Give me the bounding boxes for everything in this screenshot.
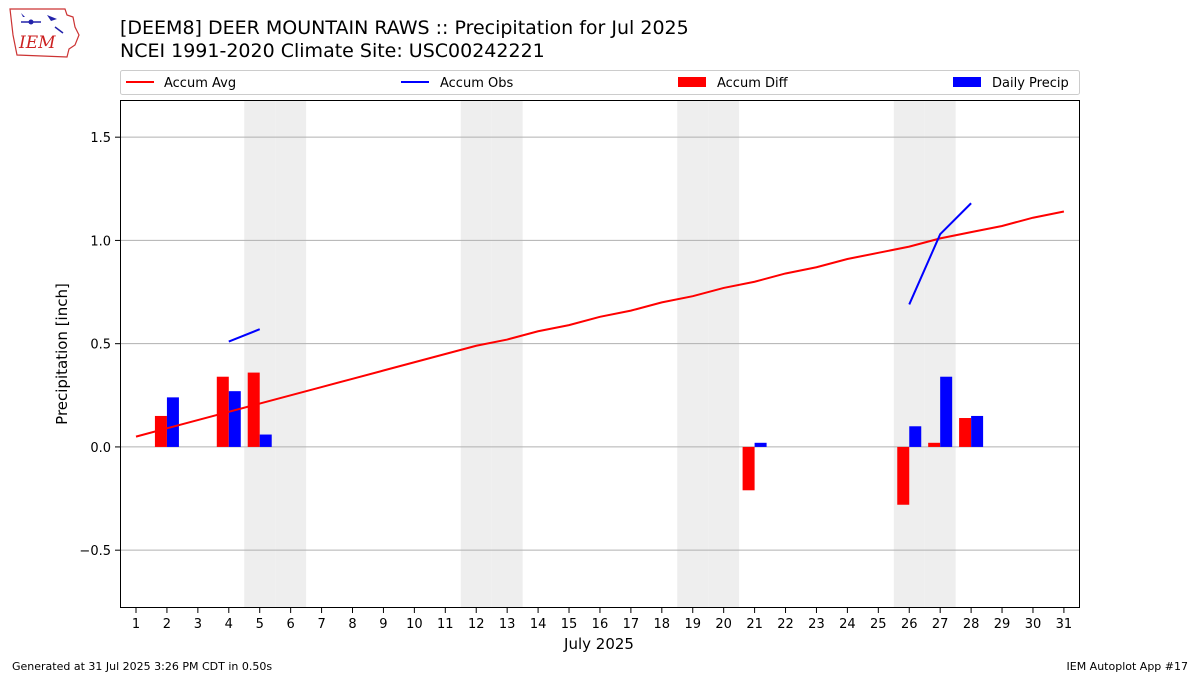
x-tick-label-14: 14 [530, 617, 547, 632]
x-tick-label-4: 4 [225, 617, 233, 632]
weekend-shading [244, 100, 956, 608]
legend-label-accum-avg: Accum Avg [164, 76, 236, 91]
weekend-band-13 [491, 100, 523, 608]
bar-daily-precip-day-5 [259, 434, 272, 447]
y-axis-label: Precipitation [inch] [53, 283, 71, 425]
bar-daily-precip-day-4 [228, 391, 241, 447]
chart-subtitle: NCEI 1991-2020 Climate Site: USC00242221 [120, 40, 545, 62]
x-tick-label-26: 26 [901, 617, 918, 632]
x-tick-label-30: 30 [1025, 617, 1042, 632]
x-tick-label-31: 31 [1056, 617, 1073, 632]
weekend-band-19 [677, 100, 709, 608]
bar-accum-diff-day-21 [742, 446, 755, 491]
x-tick-label-15: 15 [561, 617, 578, 632]
x-tick-label-1: 1 [132, 617, 140, 632]
x-tick-label-28: 28 [963, 617, 980, 632]
bar-daily-precip-day-28 [971, 415, 984, 447]
line-accum-obs-segment-1 [908, 202, 972, 305]
logo-text: IEM [18, 33, 56, 53]
bar-accum-diff-day-4 [216, 376, 229, 447]
x-tick-label-6: 6 [287, 617, 295, 632]
legend-label-daily-precip: Daily Precip [992, 76, 1069, 91]
legend-swatch-daily-precip [953, 77, 981, 87]
legend-box [120, 70, 1080, 95]
weekend-band-5 [244, 100, 276, 608]
x-tick-label-24: 24 [839, 617, 856, 632]
x-tick-label-20: 20 [715, 617, 732, 632]
y-tick-label-4: 1.5 [90, 131, 111, 146]
bar-accum-diff-day-27 [928, 442, 941, 447]
legend-swatch-accum-diff [678, 77, 706, 87]
x-tick-label-16: 16 [592, 617, 609, 632]
x-tick-label-5: 5 [256, 617, 264, 632]
weekend-band-12 [460, 100, 492, 608]
legend-label-accum-obs: Accum Obs [440, 76, 513, 91]
x-axis: 1 2 3 4 5 6 7 8 9 10 11 12 13 14 15 16 17 18 19 20 21 22 23 24 2… [132, 608, 1072, 632]
bar-accum-diff-day-5 [247, 372, 260, 447]
bar-accum-diff-day-26 [897, 446, 910, 505]
bar-daily-precip-day-27 [940, 376, 953, 447]
x-tick-label-25: 25 [870, 617, 887, 632]
series-lines [135, 202, 1065, 438]
legend-label-accum-diff: Accum Diff [717, 76, 789, 91]
weekend-band-20 [708, 100, 740, 608]
plot-frame [120, 100, 1080, 608]
x-tick-label-22: 22 [777, 617, 794, 632]
y-axis: −0.5 0.0 0.5 1.0 1.5 [79, 131, 120, 559]
iem-logo-icon: IEM [9, 8, 80, 58]
x-tick-label-7: 7 [317, 617, 325, 632]
x-tick-label-8: 8 [348, 617, 356, 632]
y-tick-label-1: 0.0 [90, 441, 111, 456]
footer-app-text: IEM Autoplot App #17 [1066, 660, 1189, 673]
weekend-band-26 [893, 100, 925, 608]
footer-generated-text: Generated at 31 Jul 2025 3:26 PM CDT in … [12, 660, 273, 673]
y-tick-label-3: 1.0 [90, 234, 111, 249]
bar-daily-precip-day-2 [166, 397, 179, 447]
x-tick-label-11: 11 [437, 617, 454, 632]
bar-daily-precip-day-26 [909, 426, 922, 447]
x-tick-label-9: 9 [379, 617, 387, 632]
x-tick-label-23: 23 [808, 617, 825, 632]
line-accum-avg [135, 210, 1065, 438]
x-tick-label-10: 10 [406, 617, 423, 632]
legend: Accum Avg Accum Obs Accum Diff Daily Pre… [120, 70, 1080, 95]
x-tick-label-18: 18 [654, 617, 671, 632]
weekend-band-27 [924, 100, 956, 608]
line-accum-obs-segment-0 [228, 328, 261, 343]
bar-daily-precip-day-21 [754, 442, 767, 447]
x-tick-label-29: 29 [994, 617, 1011, 632]
x-tick-label-13: 13 [499, 617, 516, 632]
chart-title: [DEEM8] DEER MOUNTAIN RAWS :: Precipitat… [120, 17, 689, 39]
x-tick-label-2: 2 [163, 617, 171, 632]
x-axis-label: July 2025 [563, 635, 634, 653]
x-tick-label-21: 21 [746, 617, 763, 632]
x-tick-label-27: 27 [932, 617, 949, 632]
gridlines [120, 136, 1080, 551]
bar-accum-diff-day-2 [154, 415, 167, 447]
weekend-band-6 [275, 100, 307, 608]
bars [154, 372, 984, 505]
x-tick-label-3: 3 [194, 617, 202, 632]
x-tick-label-17: 17 [623, 617, 640, 632]
y-tick-label-0: −0.5 [79, 544, 111, 559]
y-tick-label-2: 0.5 [90, 338, 111, 353]
x-tick-label-19: 19 [684, 617, 701, 632]
bar-accum-diff-day-28 [959, 418, 972, 447]
x-tick-label-12: 12 [468, 617, 485, 632]
